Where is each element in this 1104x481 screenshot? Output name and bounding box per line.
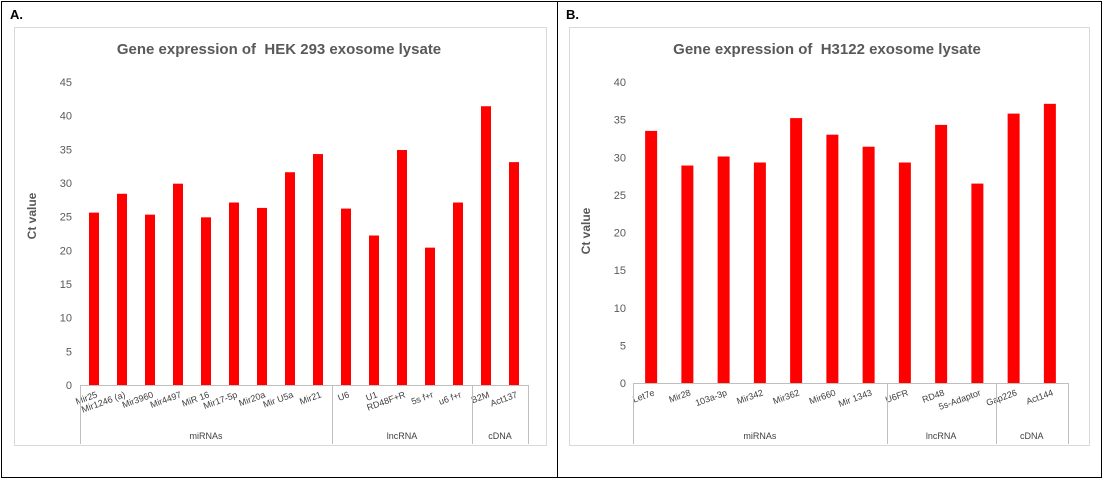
panel-a-label: A. [10,7,23,22]
bar [509,162,519,385]
panel-a: A. Gene expression of HEK 293 exosome ly… [1,1,558,478]
group-label: cDNA [1020,431,1044,441]
y-tick-label: 5 [620,340,626,352]
y-tick-label: 30 [60,178,72,190]
bar [89,212,99,385]
group-label: cDNA [488,431,512,441]
x-tick-label: U1 [364,389,378,402]
bar [341,208,351,385]
bar [229,202,239,385]
y-tick-label: 30 [614,152,626,164]
y-tick-label: 10 [614,303,626,315]
bar [313,154,323,385]
bar [117,193,127,385]
panel-b: B. Gene expression of H3122 exosome lysa… [557,1,1102,478]
y-tick-label: 10 [60,313,72,325]
y-tick-label: 40 [60,111,72,123]
y-tick-label: 5 [66,346,72,358]
y-tick-label: 40 [614,77,626,89]
group-label: lncRNA [926,431,957,441]
group-label: miRNAs [743,431,776,441]
bar [862,146,875,383]
chart-a-y-axis-label: Ct value [25,192,39,239]
bar [1007,113,1020,383]
bar [717,156,730,383]
bar [898,162,911,383]
bar [753,162,766,383]
bar [826,134,839,383]
bar [645,130,658,383]
chart-b-title: Gene expression of H3122 exosome lysate [673,41,981,58]
bar [369,235,379,385]
bar [425,247,435,385]
y-tick-label: 15 [60,279,72,291]
bar [790,118,803,384]
x-tick-label: U6 [336,389,350,402]
chart-a-title: Gene expression of HEK 293 exosome lysat… [117,41,441,58]
y-tick-label: 25 [60,212,72,224]
group-label: lncRNA [387,431,418,441]
bar [481,106,491,386]
y-tick-label: 45 [60,77,72,89]
bar [971,183,984,383]
y-tick-label: 20 [614,228,626,240]
bar [145,214,155,385]
y-tick-label: 20 [60,245,72,257]
y-tick-label: 25 [614,190,626,202]
y-tick-label: 0 [620,378,626,390]
panel-b-border [557,1,1102,478]
chart-b-y-axis-label: Ct value [579,207,593,254]
bar [453,202,463,385]
bar [201,217,211,385]
panel-b-label: B. [566,7,579,22]
y-tick-label: 35 [614,115,626,127]
bar [935,124,948,383]
bar [681,165,694,383]
bar [257,207,267,385]
y-tick-label: 15 [614,265,626,277]
y-tick-label: 0 [66,380,72,392]
bar [1043,103,1056,383]
bar [173,183,183,385]
y-tick-label: 35 [60,144,72,156]
group-label: miRNAs [190,431,223,441]
bar [397,150,407,385]
bar [285,172,295,385]
